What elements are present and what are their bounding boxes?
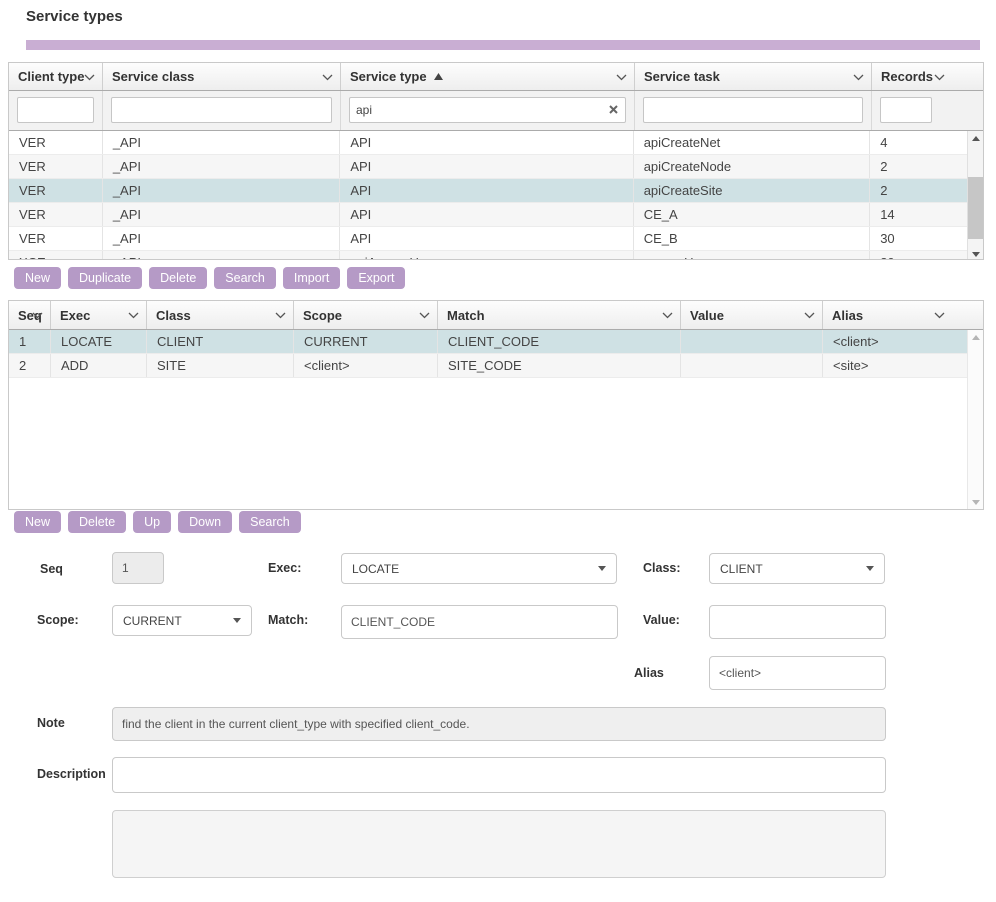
column-header-seq[interactable]: Seq	[9, 301, 51, 329]
chevron-down-icon[interactable]	[616, 74, 627, 81]
steps-table-header: Seq Exec Class Scope Match Value	[9, 301, 983, 330]
dropdown-arrow-icon	[233, 618, 241, 623]
chevron-down-icon[interactable]	[128, 312, 139, 319]
import-button[interactable]: Import	[282, 267, 341, 289]
search-button[interactable]: Search	[214, 267, 276, 289]
chevron-down-icon[interactable]	[84, 74, 95, 81]
dropdown-arrow-icon	[866, 566, 874, 571]
match-field[interactable]	[341, 605, 618, 639]
note-field	[112, 707, 886, 741]
vertical-scrollbar[interactable]	[967, 330, 983, 509]
steps-toolbar: New Delete Up Down Search	[14, 511, 301, 533]
chevron-down-icon[interactable]	[32, 312, 43, 319]
match-label: Match:	[268, 613, 309, 627]
value-field[interactable]	[709, 605, 886, 639]
vertical-scrollbar[interactable]	[967, 131, 983, 259]
chevron-down-icon[interactable]	[322, 74, 333, 81]
alias-label: Alias	[634, 666, 664, 680]
chevron-down-icon[interactable]	[662, 312, 673, 319]
service-type-filter-input[interactable]	[349, 97, 626, 123]
description-field[interactable]	[112, 757, 886, 793]
column-header-class[interactable]: Class	[147, 301, 294, 329]
search-button[interactable]: Search	[239, 511, 301, 533]
column-header-service-class[interactable]: Service class	[103, 63, 341, 90]
service-task-filter-input[interactable]	[643, 97, 863, 123]
seq-label: Seq	[40, 562, 63, 576]
chevron-down-icon[interactable]	[934, 312, 945, 319]
column-header-match[interactable]: Match	[438, 301, 681, 329]
column-header-client-type[interactable]: Client type	[9, 63, 103, 90]
exec-select[interactable]: LOCATE	[341, 553, 617, 584]
scope-select[interactable]: CURRENT	[112, 605, 252, 636]
services-table-header: Client type Service class Service type S…	[9, 63, 983, 91]
class-label: Class:	[643, 561, 681, 575]
table-row[interactable]: VER _API API CE_B 30	[9, 227, 967, 251]
up-button[interactable]: Up	[133, 511, 172, 533]
export-button[interactable]: Export	[347, 267, 406, 289]
accent-bar	[26, 40, 980, 50]
scrollbar-thumb[interactable]	[968, 177, 983, 239]
sort-ascending-icon	[433, 73, 443, 80]
services-table-body: VER _API API apiCreateNet 4 VER _API API…	[9, 131, 983, 259]
records-filter-input[interactable]	[880, 97, 932, 123]
scope-label: Scope:	[37, 613, 79, 627]
column-header-value[interactable]: Value	[681, 301, 823, 329]
table-row[interactable]: VER _API API apiCreateNode 2	[9, 155, 967, 179]
alias-field[interactable]	[709, 656, 886, 690]
delete-button[interactable]: Delete	[149, 267, 208, 289]
table-row-selected[interactable]: VER _API API apiCreateSite 2	[9, 179, 967, 203]
value-label: Value:	[643, 613, 680, 627]
chevron-down-icon[interactable]	[275, 312, 286, 319]
column-header-records[interactable]: Records	[872, 63, 983, 90]
scroll-down-icon[interactable]	[968, 495, 983, 509]
services-table: Client type Service class Service type S…	[8, 62, 984, 260]
chevron-down-icon[interactable]	[853, 74, 864, 81]
dropdown-arrow-icon	[598, 566, 606, 571]
down-button[interactable]: Down	[178, 511, 233, 533]
column-header-service-type[interactable]: Service type	[341, 63, 635, 90]
exec-label: Exec:	[268, 561, 302, 575]
chevron-down-icon[interactable]	[934, 74, 945, 81]
chevron-down-icon[interactable]	[419, 312, 430, 319]
steps-table-body: 1 LOCATE CLIENT CURRENT CLIENT_CODE <cli…	[9, 330, 983, 509]
table-row[interactable]: XCE _API apiAccessU accessU 80	[9, 251, 967, 259]
table-row[interactable]: VER _API API CE_A 14	[9, 203, 967, 227]
column-header-service-task[interactable]: Service task	[635, 63, 872, 90]
column-header-scope[interactable]: Scope	[294, 301, 438, 329]
steps-table: Seq Exec Class Scope Match Value	[8, 300, 984, 510]
page-title: Service types	[26, 8, 123, 25]
new-button[interactable]: New	[14, 267, 62, 289]
services-toolbar: New Duplicate Delete Search Import Expor…	[14, 267, 406, 289]
clear-filter-icon[interactable]	[609, 105, 618, 114]
column-header-alias[interactable]: Alias	[823, 301, 983, 329]
client-type-filter-input[interactable]	[17, 97, 94, 123]
delete-button[interactable]: Delete	[68, 511, 127, 533]
seq-field	[112, 552, 164, 584]
scroll-up-icon[interactable]	[968, 331, 983, 345]
table-row-selected[interactable]: 1 LOCATE CLIENT CURRENT CLIENT_CODE <cli…	[9, 330, 967, 354]
detail-textarea	[112, 810, 886, 878]
service-class-filter-input[interactable]	[111, 97, 332, 123]
table-row[interactable]: VER _API API apiCreateNet 4	[9, 131, 967, 155]
class-select[interactable]: CLIENT	[709, 553, 885, 584]
new-button[interactable]: New	[14, 511, 62, 533]
scroll-up-icon[interactable]	[968, 132, 983, 146]
services-table-filter-row	[9, 91, 983, 131]
description-label: Description	[37, 767, 106, 781]
column-header-exec[interactable]: Exec	[51, 301, 147, 329]
note-label: Note	[37, 716, 65, 730]
table-row[interactable]: 2 ADD SITE <client> SITE_CODE <site>	[9, 354, 967, 378]
chevron-down-icon[interactable]	[804, 312, 815, 319]
scroll-down-icon[interactable]	[968, 247, 983, 259]
duplicate-button[interactable]: Duplicate	[68, 267, 143, 289]
